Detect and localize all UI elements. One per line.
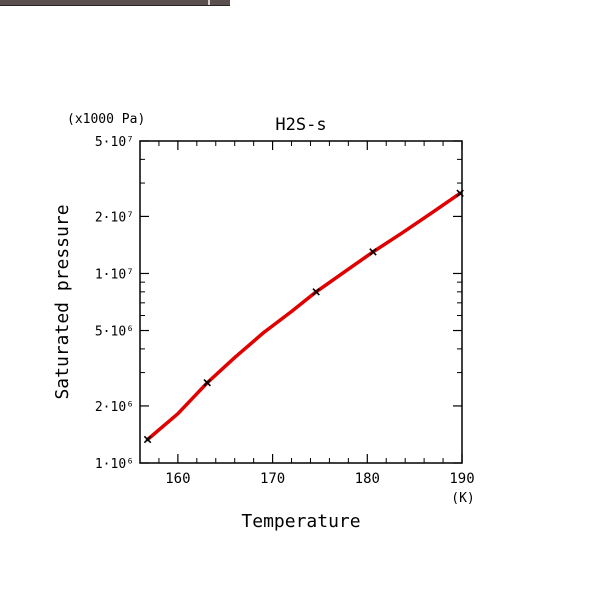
y-tick-label: 2·10⁷: [95, 210, 134, 225]
data-point-stroke: [203, 379, 212, 387]
chart-title: H2S-s: [275, 115, 326, 135]
y-tick-label: 5·10⁶: [95, 325, 134, 340]
x-tick-label: 170: [260, 471, 285, 487]
series-curve: [145, 191, 462, 442]
y-tick-label: 1·10⁶: [95, 457, 134, 472]
x-unit-label: (K): [451, 491, 474, 506]
y-tick-label: 1·10⁷: [95, 267, 134, 282]
x-tick-label: 190: [449, 471, 474, 487]
data-point: [369, 248, 377, 256]
data-point: [143, 435, 152, 444]
data-point: [312, 288, 320, 296]
data-point-stroke: [369, 248, 377, 256]
x-tick-label: 180: [355, 471, 380, 487]
plot-frame: [139, 140, 463, 464]
data-point-stroke: [456, 189, 464, 198]
window-top-bar-mark: [208, 0, 210, 5]
window-top-bar: [0, 0, 230, 6]
y-axis-label: Saturated pressure: [52, 204, 73, 399]
y-unit-label: (x1000 Pa): [67, 112, 145, 127]
y-tick-label: 2·10⁶: [95, 400, 134, 415]
x-axis-label: Temperature: [241, 511, 360, 532]
data-point-stroke: [312, 288, 320, 296]
data-point-stroke: [143, 435, 152, 444]
data-point: [456, 189, 464, 198]
data-point: [203, 379, 212, 387]
y-tick-label: 5·10⁷: [95, 135, 134, 150]
x-tick-label: 160: [165, 471, 190, 487]
